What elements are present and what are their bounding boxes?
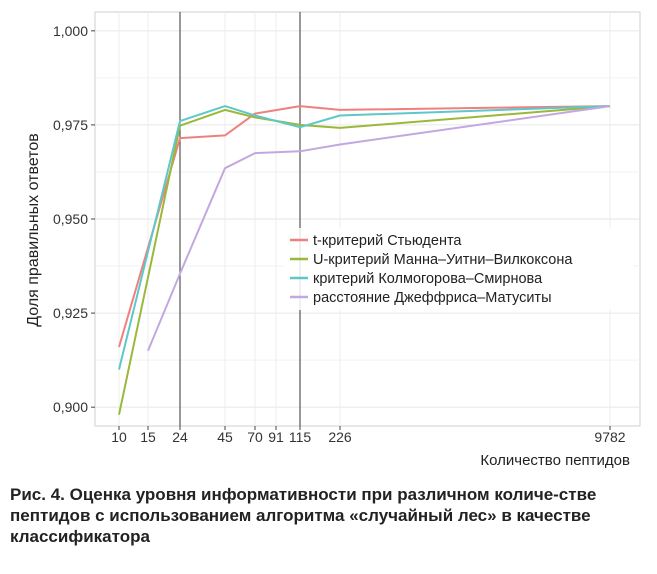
series-layer <box>118 105 611 415</box>
y-tick-label: 1,000 <box>53 23 88 39</box>
x-tick-labels: 10 15 24 45 70 91 115 226 9782 <box>111 426 626 445</box>
series-line-1 <box>118 105 611 348</box>
y-tick-label: 0,950 <box>53 211 88 227</box>
x-tick-label: 226 <box>328 429 352 445</box>
vertical-lines <box>179 12 301 426</box>
x-tick-label: 10 <box>111 429 127 445</box>
series-line-3 <box>118 105 611 370</box>
chart: 1,000 0,975 0,950 0,925 0,900 10 15 24 45 70 91 11… <box>25 11 641 469</box>
y-tick-labels: 1,000 0,975 0,950 0,925 0,900 <box>53 23 95 415</box>
y-axis-label: Доля правильных ответов <box>25 133 42 326</box>
series-line-2 <box>118 105 611 415</box>
y-tick-label: 0,975 <box>53 117 88 133</box>
x-axis-label: Количество пептидов <box>480 452 630 469</box>
figure-caption: Рис. 4. Оценка уровня информативности пр… <box>10 484 650 547</box>
x-tick-label: 24 <box>172 429 188 445</box>
x-tick-label: 9782 <box>594 429 625 445</box>
figure-caption-text: Оценка уровня информативности при различ… <box>10 485 597 546</box>
y-tick-label: 0,925 <box>53 305 88 321</box>
legend-background <box>283 228 633 310</box>
y-tick-label: 0,900 <box>53 399 88 415</box>
legend-label: t-критерий Стьюдента <box>313 233 462 249</box>
x-tick-label: 45 <box>217 429 233 445</box>
figure-number: Рис. 4. <box>10 485 65 504</box>
legend: t-критерий Стьюдента U-критерий Манна–Уит… <box>283 228 633 310</box>
series-line-4 <box>147 105 611 352</box>
x-tick-label: 115 <box>289 429 312 445</box>
x-tick-label: 70 <box>247 429 263 445</box>
x-tick-label: 91 <box>268 429 284 445</box>
legend-label: критерий Колмогорова–Смирнова <box>313 271 543 287</box>
legend-label: U-критерий Манна–Уитни–Вилкоксона <box>313 252 573 268</box>
legend-label: расстояние Джеффриса–Матуситы <box>313 290 552 306</box>
x-tick-label: 15 <box>140 429 156 445</box>
